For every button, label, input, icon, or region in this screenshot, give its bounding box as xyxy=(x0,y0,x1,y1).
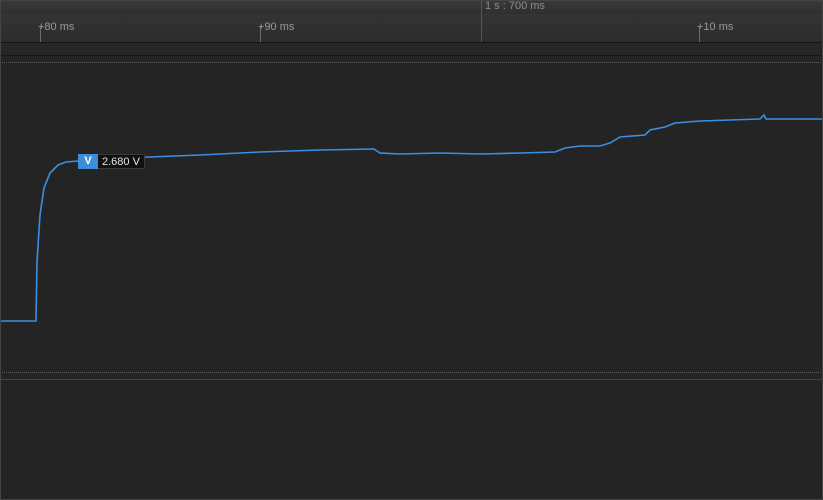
marker-key: V xyxy=(78,154,98,169)
empty-channel-area xyxy=(0,379,823,500)
ruler-tick xyxy=(40,26,41,42)
upper-limit-line xyxy=(0,62,823,63)
ruler-tick-label: +90 ms xyxy=(258,21,295,33)
lower-limit-line xyxy=(0,372,823,373)
ruler-subdivision xyxy=(0,43,823,56)
ruler-tick-label: +10 ms xyxy=(697,21,734,33)
analog-channel-plot[interactable] xyxy=(0,56,823,378)
ruler-tick xyxy=(481,14,482,42)
ruler-tick xyxy=(699,26,700,42)
ruler-tick xyxy=(260,26,261,42)
cursor-time-label: 1 s : 700 ms xyxy=(485,0,545,12)
ruler-tick-label: +80 ms xyxy=(38,21,75,33)
time-ruler[interactable]: +80 ms +90 ms +10 ms xyxy=(0,14,823,43)
marker-value: 2.680 V xyxy=(98,154,145,169)
voltage-marker[interactable]: V 2.680 V xyxy=(78,154,145,169)
